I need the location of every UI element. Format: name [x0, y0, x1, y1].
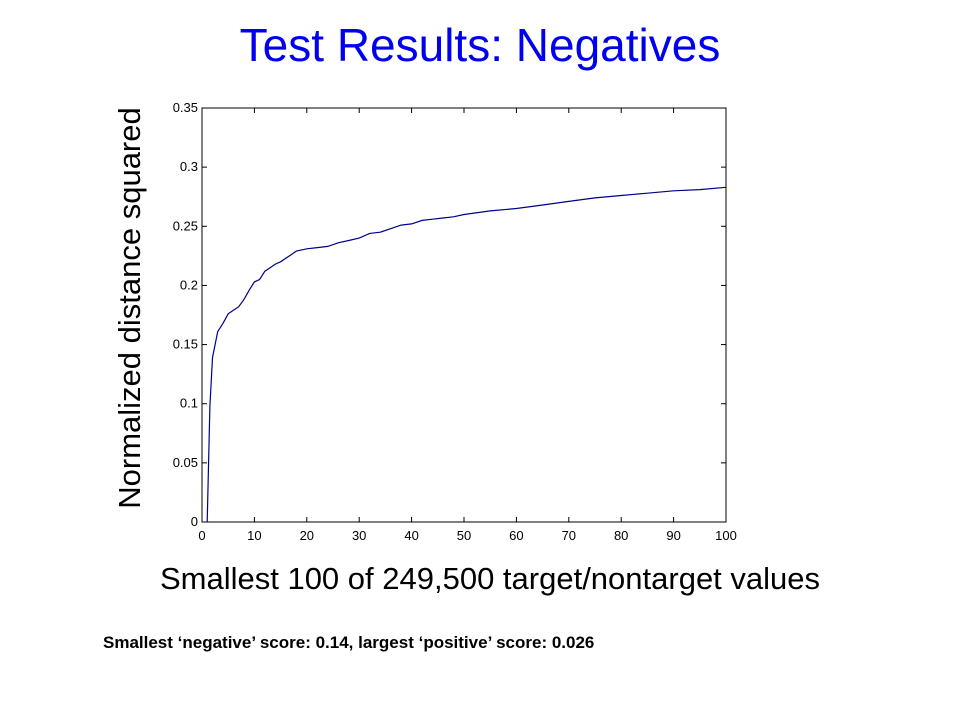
x-tick-label: 30 [352, 528, 366, 543]
slide-title: Test Results: Negatives [239, 19, 721, 71]
x-tick-label: 90 [666, 528, 680, 543]
x-tick-label: 100 [715, 528, 737, 543]
y-axis-ticks: 0 0.05 0.1 0.15 0.2 0.25 0.3 0.35 [173, 100, 726, 529]
x-tick-label: 40 [404, 528, 418, 543]
y-axis-label: Normalized distance squared [112, 107, 147, 509]
x-tick-label: 0 [198, 528, 205, 543]
x-axis-ticks: 0 10 20 30 40 50 60 70 80 90 100 [198, 108, 737, 543]
x-tick-label: 50 [457, 528, 471, 543]
y-tick-label: 0.25 [173, 218, 198, 233]
y-tick-label: 0.35 [173, 100, 198, 115]
y-tick-label: 0 [191, 514, 198, 529]
y-tick-label: 0.05 [173, 455, 198, 470]
x-tick-label: 10 [247, 528, 261, 543]
score-caption: Smallest ‘negative’ score: 0.14, largest… [103, 633, 595, 652]
x-tick-label: 60 [509, 528, 523, 543]
x-axis-label: Smallest 100 of 249,500 target/nontarget… [160, 561, 820, 596]
x-tick-label: 20 [300, 528, 314, 543]
x-tick-label: 70 [562, 528, 576, 543]
y-tick-label: 0.3 [180, 159, 198, 174]
y-tick-label: 0.1 [180, 396, 198, 411]
y-tick-label: 0.15 [173, 337, 198, 352]
y-tick-label: 0.2 [180, 277, 198, 292]
x-tick-label: 80 [614, 528, 628, 543]
series-line [206, 186, 727, 523]
plot-frame [201, 107, 727, 523]
